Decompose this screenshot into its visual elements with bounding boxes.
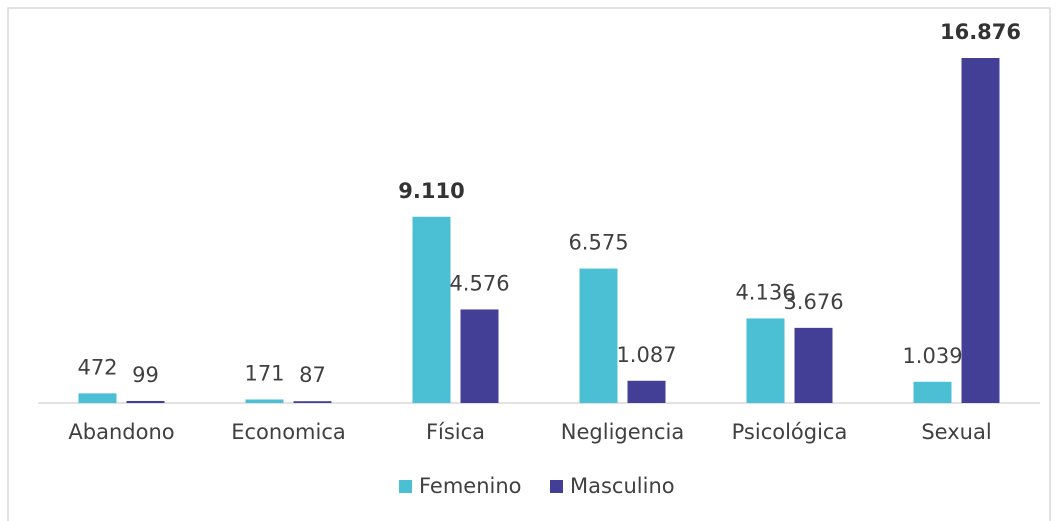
legend-swatch xyxy=(399,480,412,493)
x-tick-label: Economica xyxy=(231,420,346,444)
bar xyxy=(627,380,666,403)
bar xyxy=(245,399,284,403)
bar xyxy=(460,309,499,403)
x-tick-label: Psicológica xyxy=(732,420,848,444)
data-label: 4.136 xyxy=(735,280,795,304)
bar xyxy=(794,327,833,403)
bar xyxy=(126,400,165,403)
data-label: 1.087 xyxy=(616,343,676,367)
x-tick-label: Abandono xyxy=(68,420,174,444)
bar xyxy=(412,216,451,403)
data-label: 472 xyxy=(77,355,117,379)
data-label: 99 xyxy=(132,363,159,387)
data-label: 9.110 xyxy=(398,179,464,203)
chart-frame xyxy=(7,7,1051,521)
data-label: 16.876 xyxy=(940,20,1021,44)
bar xyxy=(961,58,1000,403)
legend-label: Masculino xyxy=(570,474,675,498)
data-label: 4.576 xyxy=(449,271,509,295)
bar xyxy=(293,401,332,403)
bar xyxy=(579,268,618,403)
data-label: 3.676 xyxy=(783,290,843,314)
data-label: 6.575 xyxy=(568,231,628,255)
bar xyxy=(913,381,952,403)
legend-label: Femenino xyxy=(419,474,522,498)
data-label: 87 xyxy=(299,363,326,387)
bar xyxy=(746,318,785,403)
data-label: 1.039 xyxy=(902,344,962,368)
data-label: 171 xyxy=(244,362,284,386)
bar xyxy=(78,393,117,403)
x-tick-label: Negligencia xyxy=(561,420,684,444)
x-tick-label: Física xyxy=(426,420,485,444)
legend-swatch xyxy=(550,480,563,493)
x-tick-label: Sexual xyxy=(921,420,991,444)
